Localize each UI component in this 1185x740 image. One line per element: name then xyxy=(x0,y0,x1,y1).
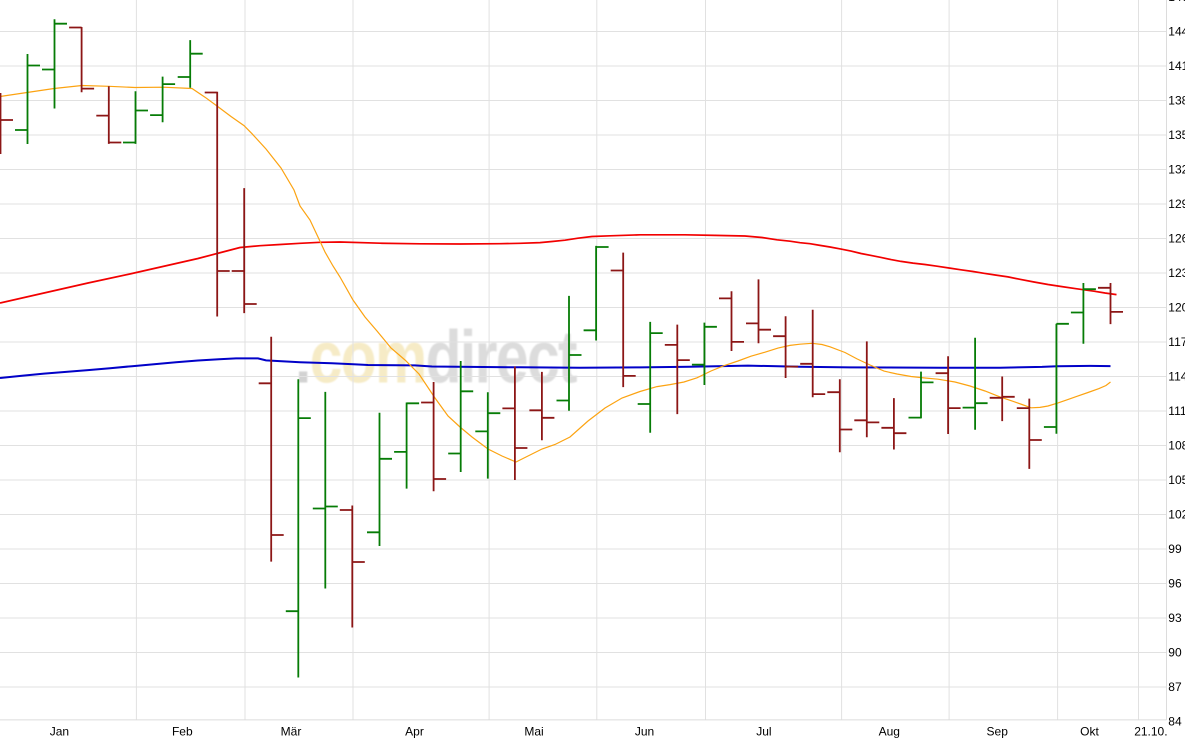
svg-text:141: 141 xyxy=(1168,59,1185,73)
svg-text:111: 111 xyxy=(1168,404,1185,418)
svg-text:Feb: Feb xyxy=(172,724,193,738)
svg-text:Okt: Okt xyxy=(1080,724,1099,738)
svg-text:102: 102 xyxy=(1168,508,1185,522)
svg-text:117: 117 xyxy=(1168,335,1185,349)
svg-text:.comdirect: .comdirect xyxy=(295,316,577,399)
svg-text:126: 126 xyxy=(1168,232,1185,246)
svg-text:114: 114 xyxy=(1168,370,1185,384)
svg-text:90: 90 xyxy=(1168,646,1182,660)
svg-text:138: 138 xyxy=(1168,94,1185,108)
svg-text:108: 108 xyxy=(1168,439,1185,453)
svg-text:147: 147 xyxy=(1168,0,1185,4)
svg-text:99: 99 xyxy=(1168,542,1182,556)
svg-text:84: 84 xyxy=(1168,715,1182,729)
svg-text:93: 93 xyxy=(1168,611,1182,625)
svg-text:Jul: Jul xyxy=(756,724,771,738)
svg-text:105: 105 xyxy=(1168,473,1185,487)
svg-text:135: 135 xyxy=(1168,128,1185,142)
svg-text:144: 144 xyxy=(1168,25,1185,39)
svg-text:96: 96 xyxy=(1168,577,1182,591)
svg-text:Jun: Jun xyxy=(635,724,654,738)
svg-text:129: 129 xyxy=(1168,197,1185,211)
svg-text:Aug: Aug xyxy=(879,724,900,738)
svg-text:Apr: Apr xyxy=(405,724,424,738)
svg-text:Mär: Mär xyxy=(281,724,302,738)
svg-text:87: 87 xyxy=(1168,680,1182,694)
svg-text:Jan: Jan xyxy=(50,724,69,738)
svg-text:Sep: Sep xyxy=(987,724,1009,738)
svg-text:120: 120 xyxy=(1168,301,1185,315)
svg-text:123: 123 xyxy=(1168,266,1185,280)
svg-text:Mai: Mai xyxy=(524,724,543,738)
svg-text:132: 132 xyxy=(1168,163,1185,177)
svg-text:21.10.: 21.10. xyxy=(1134,724,1167,738)
